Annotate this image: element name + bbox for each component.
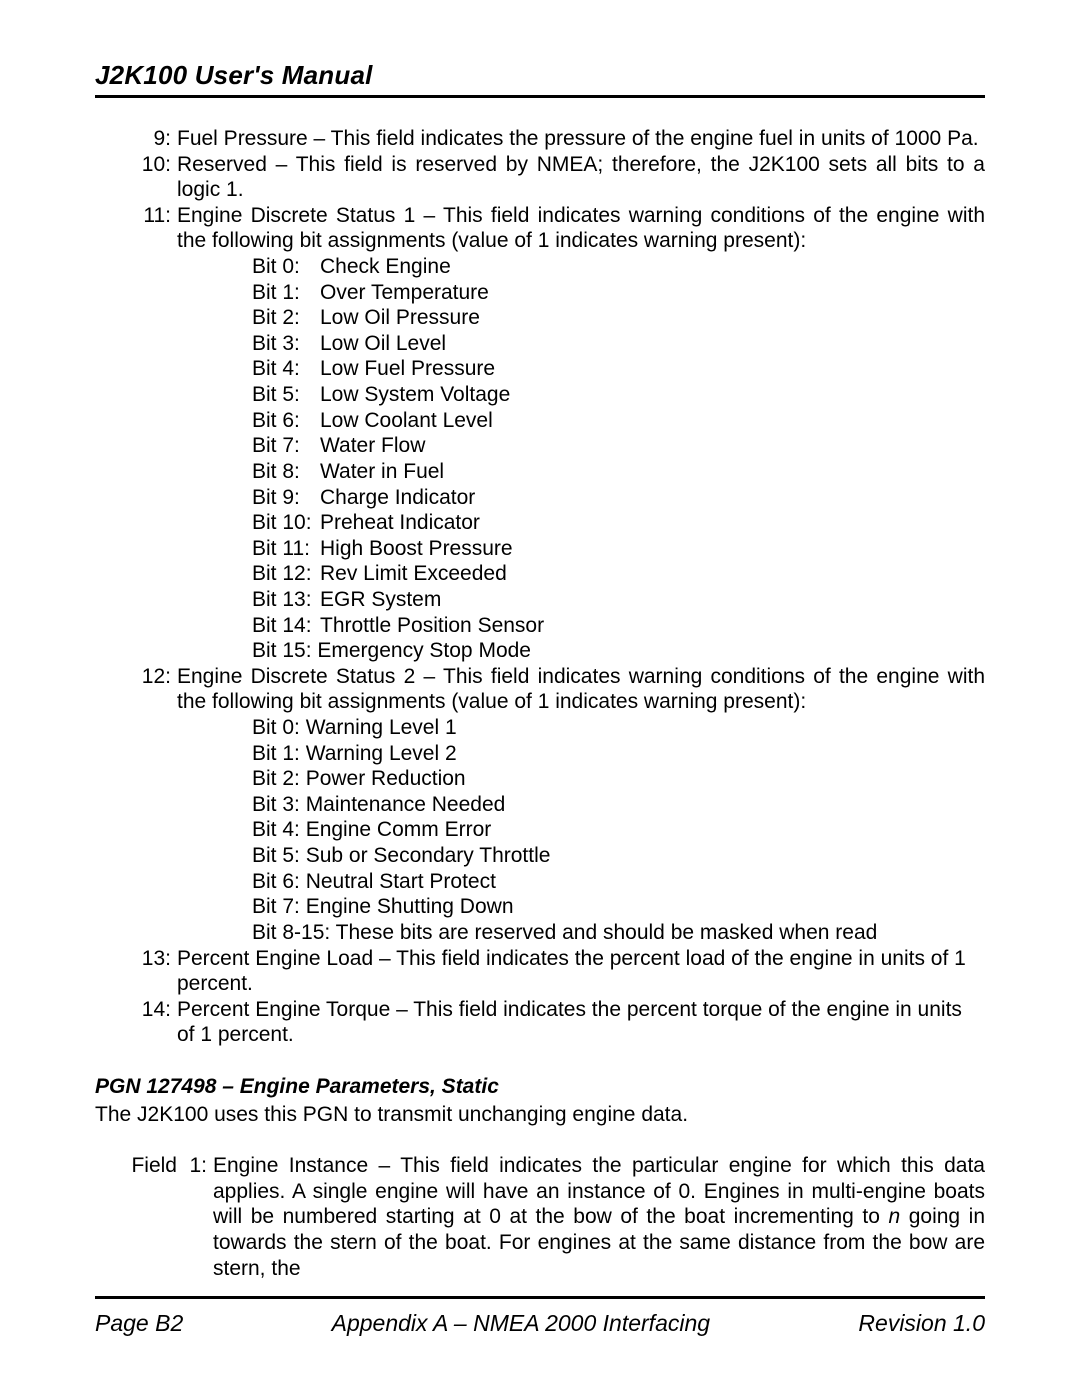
bit-row: Bit 1:Over Temperature: [252, 280, 985, 306]
field-1-row: Field 1: Engine Instance – This field in…: [95, 1153, 985, 1281]
bit-text: Low System Voltage: [320, 382, 985, 408]
bit-row: Bit 7: Engine Shutting Down: [252, 894, 985, 920]
footer-page: Page B2: [95, 1310, 183, 1337]
field-13-text: Percent Engine Load – This field indicat…: [177, 946, 985, 997]
bit-row: Bit 3:Low Oil Level: [252, 331, 985, 357]
bit-label: Bit 14:: [252, 613, 320, 639]
footer: Page B2 Appendix A – NMEA 2000 Interfaci…: [95, 1310, 985, 1337]
bit-label: Bit 0:: [252, 254, 320, 280]
bit-text: Water Flow: [320, 433, 985, 459]
bit-label: Bit 11:: [252, 536, 320, 562]
bit-text: Rev Limit Exceeded: [320, 561, 985, 587]
bits1-block: Bit 0:Check EngineBit 1:Over Temperature…: [252, 254, 985, 664]
footer-rule: [95, 1296, 985, 1299]
bit-row: Bit 13:EGR System: [252, 587, 985, 613]
bits2-block: Bit 0: Warning Level 1Bit 1: Warning Lev…: [252, 715, 985, 945]
section-intro: The J2K100 uses this PGN to transmit unc…: [95, 1102, 985, 1128]
field-10-text: Reserved – This field is reserved by NME…: [177, 152, 985, 203]
bit-text: Low Oil Pressure: [320, 305, 985, 331]
bit-row: Bit 4: Engine Comm Error: [252, 817, 985, 843]
bit-label: Bit 7:: [252, 433, 320, 459]
footer-rev: Revision 1.0: [858, 1310, 985, 1337]
field-10-num: 10:: [115, 152, 177, 203]
bit-row: Bit 12:Rev Limit Exceeded: [252, 561, 985, 587]
bit-text: High Boost Pressure: [320, 536, 985, 562]
field-1-label: Field: [115, 1153, 177, 1281]
field-10: 10: Reserved – This field is reserved by…: [115, 152, 985, 203]
bit-row: Bit 8-15: These bits are reserved and sh…: [252, 920, 985, 946]
bit-row: Bit 0:Check Engine: [252, 254, 985, 280]
field-14-num: 14:: [115, 997, 177, 1048]
bit-row: Bit 1: Warning Level 2: [252, 741, 985, 767]
bit-label: Bit 4:: [252, 356, 320, 382]
bit-label: Bit 8:: [252, 459, 320, 485]
field-12-num: 12:: [115, 664, 177, 715]
field-11: 11: Engine Discrete Status 1 – This fiel…: [115, 203, 985, 254]
bit-label: Bit 2:: [252, 305, 320, 331]
field-9-num: 9:: [115, 126, 177, 152]
field-11-num: 11:: [115, 203, 177, 254]
bit-label: Bit 1:: [252, 280, 320, 306]
bit-row: Bit 5: Sub or Secondary Throttle: [252, 843, 985, 869]
bit-text: Charge Indicator: [320, 485, 985, 511]
page-title: J2K100 User's Manual: [95, 60, 985, 91]
bit-row: Bit 6:Low Coolant Level: [252, 408, 985, 434]
field-11-text: Engine Discrete Status 1 – This field in…: [177, 203, 985, 254]
section-heading: PGN 127498 – Engine Parameters, Static: [95, 1074, 985, 1100]
bit-row: Bit 11:High Boost Pressure: [252, 536, 985, 562]
bit-text: Check Engine: [320, 254, 985, 280]
field-12: 12: Engine Discrete Status 2 – This fiel…: [115, 664, 985, 715]
field-13: 13: Percent Engine Load – This field ind…: [115, 946, 985, 997]
bit-row: Bit 15: Emergency Stop Mode: [252, 638, 985, 664]
header-rule: [95, 95, 985, 98]
bit-row: Bit 7:Water Flow: [252, 433, 985, 459]
bit-row: Bit 4:Low Fuel Pressure: [252, 356, 985, 382]
bit-text: Over Temperature: [320, 280, 985, 306]
bit-label: Bit 6:: [252, 408, 320, 434]
bit-text: Low Fuel Pressure: [320, 356, 985, 382]
field-1-text: Engine Instance – This field indicates t…: [213, 1153, 985, 1281]
bit-label: Bit 10:: [252, 510, 320, 536]
bit-text: Low Oil Level: [320, 331, 985, 357]
field-14-text: Percent Engine Torque – This field indic…: [177, 997, 985, 1048]
footer-center: Appendix A – NMEA 2000 Interfacing: [332, 1310, 710, 1337]
bit-text: EGR System: [320, 587, 985, 613]
field-1-pre: Engine Instance – This field indicates t…: [213, 1154, 985, 1228]
bit-row: Bit 3: Maintenance Needed: [252, 792, 985, 818]
bit-text: Water in Fuel: [320, 459, 985, 485]
field-13-num: 13:: [115, 946, 177, 997]
bit-label: Bit 12:: [252, 561, 320, 587]
bit-label: Bit 5:: [252, 382, 320, 408]
bit-row: Bit 8:Water in Fuel: [252, 459, 985, 485]
field-1-ital: n: [888, 1205, 900, 1228]
bit-row: Bit 9:Charge Indicator: [252, 485, 985, 511]
bit-row: Bit 14:Throttle Position Sensor: [252, 613, 985, 639]
bit-text: Low Coolant Level: [320, 408, 985, 434]
field-14: 14: Percent Engine Torque – This field i…: [115, 997, 985, 1048]
bit-label: Bit 13:: [252, 587, 320, 613]
bit-text: Throttle Position Sensor: [320, 613, 985, 639]
bit-row: Bit 2: Power Reduction: [252, 766, 985, 792]
field-1-num: 1:: [177, 1153, 213, 1281]
bit-row: Bit 0: Warning Level 1: [252, 715, 985, 741]
bit-text: Preheat Indicator: [320, 510, 985, 536]
bit-row: Bit 5:Low System Voltage: [252, 382, 985, 408]
bit-label: Bit 9:: [252, 485, 320, 511]
bit-row: Bit 2:Low Oil Pressure: [252, 305, 985, 331]
bit-row: Bit 6: Neutral Start Protect: [252, 869, 985, 895]
field-9: 9: Fuel Pressure – This field indicates …: [115, 126, 985, 152]
field-9-text: Fuel Pressure – This field indicates the…: [177, 126, 985, 152]
content-body: 9: Fuel Pressure – This field indicates …: [95, 126, 985, 1281]
bit-label: Bit 3:: [252, 331, 320, 357]
field-12-text: Engine Discrete Status 2 – This field in…: [177, 664, 985, 715]
bit-row: Bit 10:Preheat Indicator: [252, 510, 985, 536]
